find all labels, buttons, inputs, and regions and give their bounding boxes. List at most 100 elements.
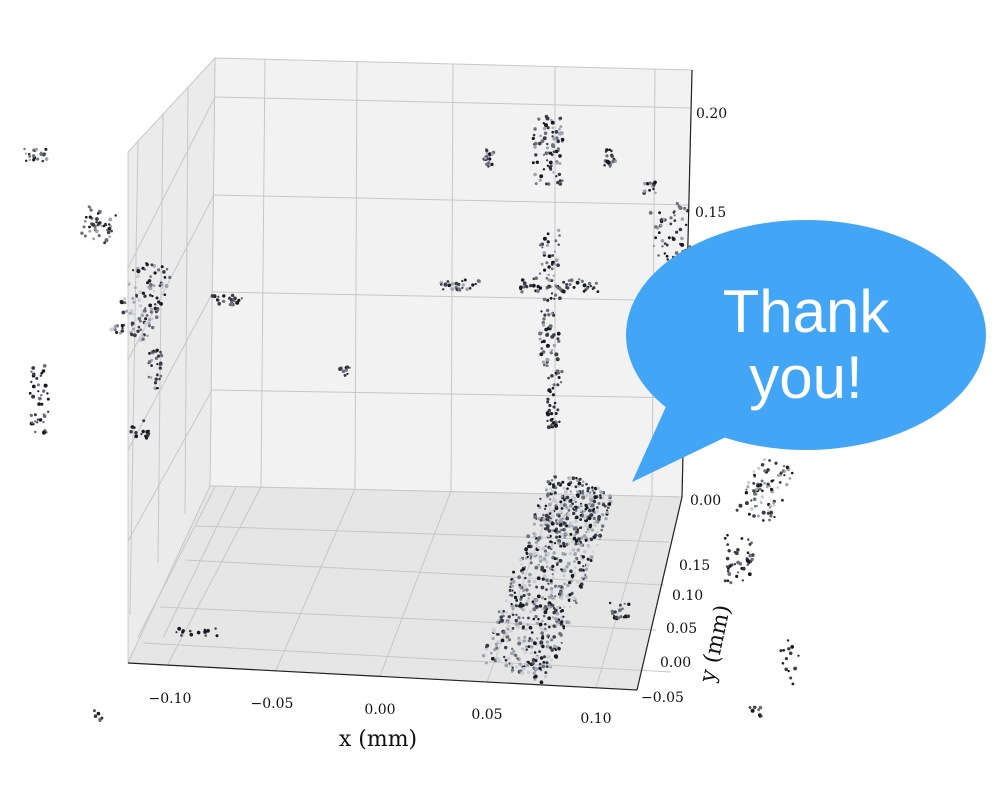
data-point [784,657,789,661]
data-point [82,225,86,229]
data-point [88,215,92,219]
data-point [541,664,546,669]
data-point [680,217,685,221]
data-point [91,222,95,227]
data-point [558,535,562,539]
data-point [607,505,610,508]
data-point [546,159,549,162]
data-point [538,604,543,608]
data-point [551,568,554,571]
data-point [94,229,99,234]
data-point [546,492,551,497]
data-point [582,283,587,288]
data-point [597,502,601,505]
data-point [151,325,155,330]
data-point [521,588,526,592]
data-point [584,573,587,577]
data-point [544,114,549,119]
data-point [575,580,580,584]
data-point [576,490,580,494]
data-point [500,638,505,643]
data-point [534,565,539,570]
data-point [576,548,581,552]
data-point [736,571,740,574]
data-point [512,570,516,574]
data-point [776,474,780,477]
data-point [585,286,589,291]
data-point [585,506,589,510]
data-point [521,608,524,611]
data-point [141,337,145,341]
data-point [589,513,594,517]
data-point [130,332,134,337]
data-point [583,549,587,554]
data-point [143,294,147,298]
bubble-tail [632,402,728,482]
data-point [490,162,494,166]
data-point [144,434,148,438]
data-point [575,515,579,520]
data-point [231,302,235,307]
data-point [88,229,92,233]
data-point [733,563,737,566]
data-point [538,650,541,653]
data-point [180,634,183,637]
data-point [549,646,553,650]
data-point [680,242,685,247]
data-point [560,532,564,537]
data-point [125,309,128,313]
data-point [152,284,156,287]
data-point [555,605,560,610]
data-point [791,682,795,686]
data-point [592,491,596,495]
data-point [531,283,536,288]
data-point [539,523,543,527]
data-point [538,337,542,341]
data-point [549,587,554,591]
data-point [595,520,598,524]
data-point [154,315,159,320]
data-point [583,510,587,513]
data-point [554,258,559,263]
data-point [752,489,756,493]
data-point [484,661,488,665]
data-point [556,408,560,412]
data-point [577,537,581,541]
data-point [550,374,554,378]
data-point [139,328,143,332]
data-point [762,458,767,462]
data-point [485,152,489,155]
data-point [504,645,508,650]
data-point [129,309,134,313]
data-point [545,578,549,582]
data-point [532,617,536,621]
data-point [34,147,38,152]
x-tick-label: −0.05 [251,696,294,712]
data-point [468,286,472,290]
data-point [546,425,551,430]
data-point [155,348,159,352]
data-point [552,635,556,639]
data-point [496,657,501,662]
data-point [511,627,515,630]
data-point [786,639,790,642]
data-point [523,650,527,654]
data-point [141,291,145,295]
data-point [544,151,549,156]
data-point [547,595,552,600]
data-point [590,528,595,532]
data-point [575,280,580,285]
data-point [759,500,763,503]
data-point [565,524,569,528]
data-point [553,644,557,649]
data-point [745,558,750,563]
data-point [551,616,555,619]
data-point [773,515,776,519]
data-point [511,613,515,617]
data-point [790,471,794,475]
data-point [108,217,113,222]
data-point [572,536,577,541]
data-point [25,159,28,162]
data-point [586,489,590,493]
